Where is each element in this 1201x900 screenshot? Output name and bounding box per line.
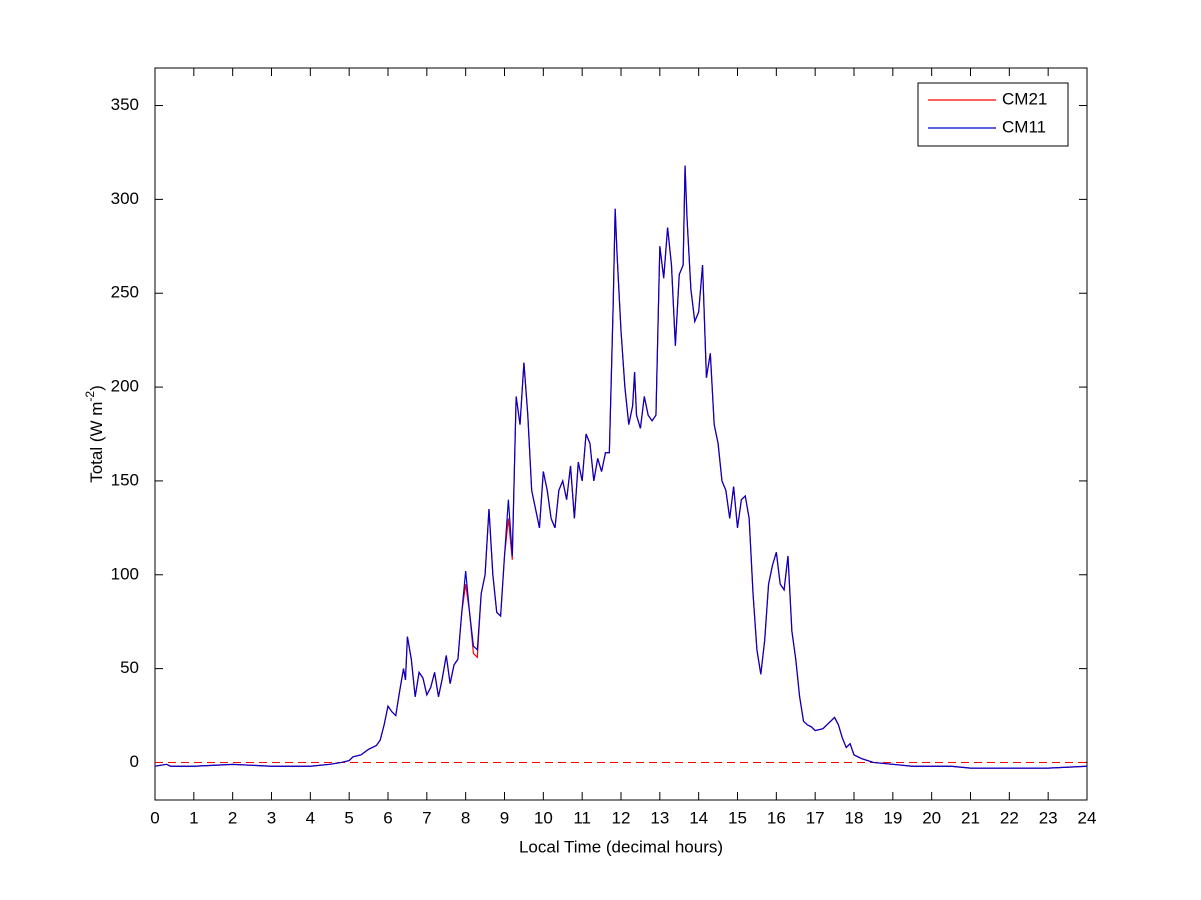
x-tick-label: 13 <box>650 808 669 827</box>
y-label-text: Total (W m <box>87 402 106 483</box>
y-tick-label: 50 <box>120 658 139 677</box>
legend-label: CM11 <box>1002 117 1046 136</box>
x-tick-label: 9 <box>500 808 509 827</box>
y-tick-label: 0 <box>130 752 139 771</box>
x-tick-label: 19 <box>883 808 902 827</box>
x-tick-label: 1 <box>189 808 198 827</box>
x-tick-label: 18 <box>845 808 864 827</box>
x-tick-label: 3 <box>267 808 276 827</box>
legend-label: CM21 <box>1002 89 1047 108</box>
y-tick-label: 100 <box>111 564 139 583</box>
y-tick-label: 200 <box>111 377 139 396</box>
x-tick-label: 23 <box>1039 808 1058 827</box>
x-axis-label: Local Time (decimal hours) <box>519 837 723 856</box>
x-tick-label: 17 <box>806 808 825 827</box>
x-tick-label: 21 <box>961 808 980 827</box>
x-tick-label: 4 <box>306 808 315 827</box>
x-tick-label: 24 <box>1078 808 1097 827</box>
x-tick-label: 15 <box>728 808 747 827</box>
y-tick-label: 150 <box>111 470 139 489</box>
y-tick-label: 350 <box>111 95 139 114</box>
x-tick-label: 10 <box>534 808 553 827</box>
y-tick-label: 250 <box>111 283 139 302</box>
y-label-end: ) <box>87 385 106 391</box>
x-tick-label: 20 <box>922 808 941 827</box>
x-tick-label: 0 <box>150 808 159 827</box>
y-axis-label: Total (W m-2) <box>83 385 106 483</box>
x-tick-label: 2 <box>228 808 237 827</box>
x-tick-label: 14 <box>689 808 708 827</box>
x-tick-label: 7 <box>422 808 431 827</box>
x-tick-label: 12 <box>612 808 631 827</box>
series-line <box>154 165 1088 769</box>
legend-box <box>917 82 1069 147</box>
x-tick-label: 8 <box>461 808 470 827</box>
plot-frame <box>154 67 1088 801</box>
x-tick-label: 6 <box>383 808 392 827</box>
x-tick-label: 16 <box>767 808 786 827</box>
x-tick-label: 5 <box>344 808 353 827</box>
y-label-sup: -2 <box>83 391 97 402</box>
y-tick-label: 300 <box>111 189 139 208</box>
x-tick-label: 11 <box>573 808 591 827</box>
x-tick-label: 22 <box>1000 808 1019 827</box>
